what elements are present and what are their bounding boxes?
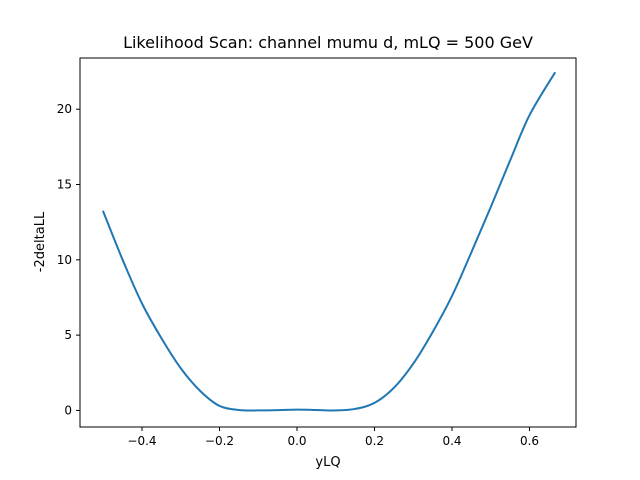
y-tick-label: 20 [57, 102, 72, 116]
y-tick-label: 5 [64, 328, 72, 342]
y-tick-label: 10 [57, 253, 72, 267]
x-tick-label: −0.2 [205, 434, 234, 448]
x-tick-label: 0.6 [520, 434, 539, 448]
y-tick-label: 0 [64, 403, 72, 417]
y-axis-label: -2deltaLL [33, 211, 48, 272]
x-axis-label: yLQ [315, 455, 340, 470]
likelihood-curve [101, 71, 557, 412]
x-tick-label: 0.4 [442, 434, 461, 448]
y-tick-label: 15 [57, 178, 72, 192]
axes-frame [79, 57, 577, 428]
x-tick-label: −0.4 [127, 434, 156, 448]
y-axis-ticks: 0 5 10 15 20 [57, 102, 80, 417]
chart-title: Likelihood Scan: channel mumu d, mLQ = 5… [123, 33, 533, 52]
x-axis-ticks: −0.4 −0.2 0.0 0.2 0.4 0.6 [127, 427, 539, 448]
plot-area [101, 71, 557, 412]
x-tick-label: 0.0 [287, 434, 306, 448]
x-tick-label: 0.2 [365, 434, 384, 448]
